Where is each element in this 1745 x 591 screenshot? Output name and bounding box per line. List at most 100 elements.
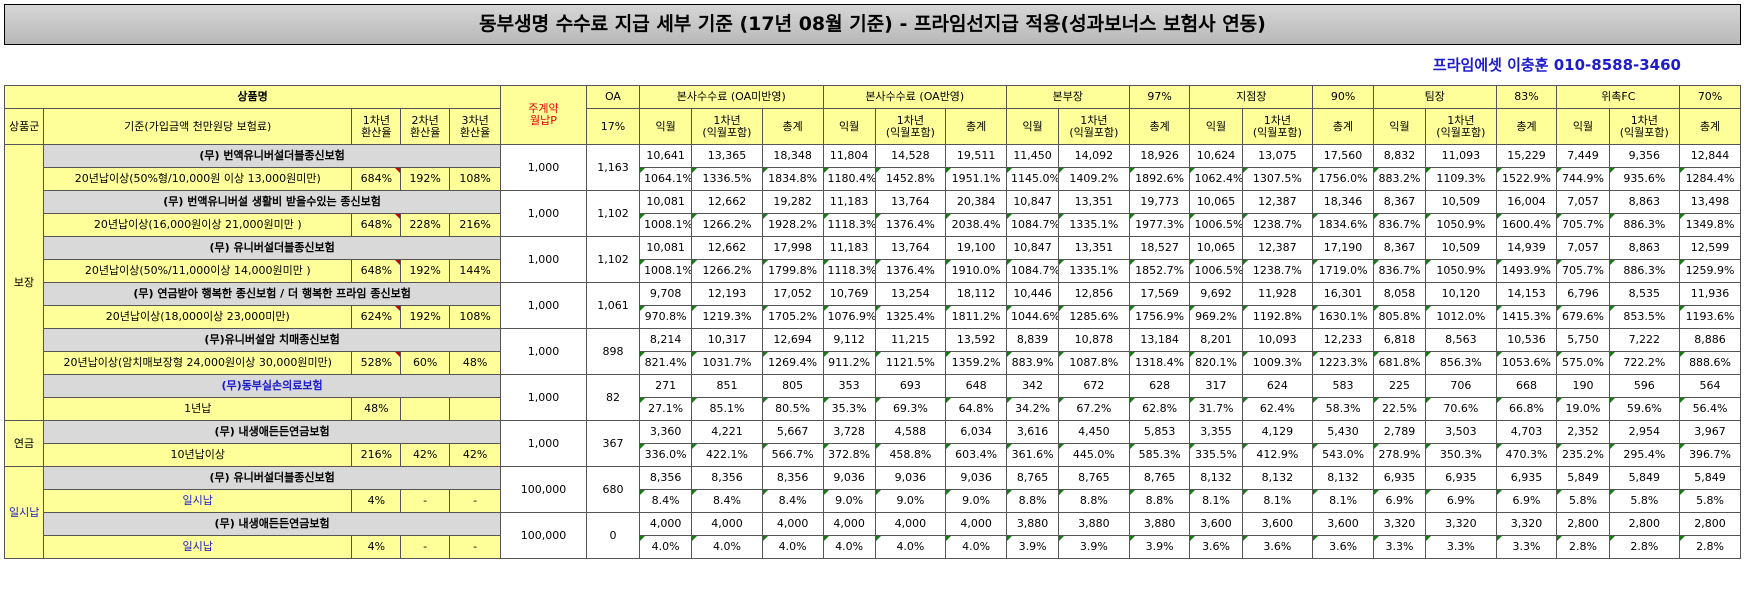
- amount-cell: 3,600: [1241, 512, 1314, 536]
- amount-cell: 596: [1608, 374, 1681, 398]
- year1-rate: 4%: [351, 489, 402, 513]
- rate-cell: 1193.6%: [1679, 305, 1741, 329]
- amount-cell: 14,528: [874, 144, 947, 168]
- rate-cell: 1008.1%: [639, 259, 693, 283]
- product-name: (무) 내생애든든연금보험: [43, 420, 502, 444]
- basis-text: 20년납이상(50%/11,000이상 14,000원미만 ): [43, 259, 353, 283]
- monthly-premium: 1,000: [500, 282, 587, 329]
- amount-cell: 10,120: [1425, 282, 1497, 306]
- amount-cell: 8,535: [1608, 282, 1681, 306]
- amount-cell: 10,878: [1058, 328, 1130, 352]
- rate-cell: 1756.0%: [1312, 167, 1374, 191]
- monthly-premium: 1,000: [500, 144, 587, 191]
- rate-cell: 1050.9%: [1425, 259, 1497, 283]
- oa-value: 367: [585, 420, 641, 467]
- amount-cell: 3,880: [1128, 512, 1191, 536]
- amount-cell: 8,214: [639, 328, 693, 352]
- amount-cell: 342: [1006, 374, 1060, 398]
- rate-cell: 1219.3%: [691, 305, 763, 329]
- amount-cell: 6,935: [1495, 466, 1558, 490]
- amount-cell: 672: [1058, 374, 1130, 398]
- rate-cell: 1415.3%: [1495, 305, 1558, 329]
- rate-cell: 1223.3%: [1312, 351, 1374, 375]
- amount-cell: 8,367: [1372, 190, 1427, 214]
- amount-cell: 10,536: [1495, 328, 1558, 352]
- amount-cell: 353: [822, 374, 876, 398]
- rate-cell: 1284.4%: [1679, 167, 1741, 191]
- rate-cell: 70.6%: [1425, 397, 1497, 421]
- amount-cell: 8,356: [639, 466, 693, 490]
- table-row: 20년납이상(16,000원이상 21,000원미만 ) 648% 228% 216%…: [5, 213, 1741, 237]
- header-sub-1-0: 익월: [822, 108, 876, 145]
- table-row: 일시납 4% - -8.4% 8.4% 8.4% 9.0% 9.0% 9.0% 8.8% 8.8% 8…: [5, 489, 1741, 513]
- amount-cell: 12,856: [1058, 282, 1130, 306]
- rate-cell: 3.9%: [1006, 535, 1060, 559]
- amount-cell: 17,560: [1312, 144, 1374, 168]
- page-title: 동부생명 수수료 지급 세부 기준 (17년 08월 기준) - 프라임선지급 …: [4, 4, 1741, 45]
- header-year2: 2차년 환산율: [400, 108, 451, 145]
- rate-cell: 350.3%: [1425, 443, 1497, 467]
- rate-cell: 445.0%: [1058, 443, 1130, 467]
- year3-rate: 144%: [449, 259, 502, 283]
- table-row: 1년납 48% 27.1% 85.1% 80.5% 35.3% 69.3% 64.8% 34.2…: [5, 397, 1741, 421]
- rate-cell: 805.8%: [1372, 305, 1427, 329]
- rate-cell: 1349.8%: [1679, 213, 1741, 237]
- amount-cell: 14,153: [1495, 282, 1558, 306]
- amount-cell: 7,222: [1608, 328, 1681, 352]
- amount-cell: 3,880: [1058, 512, 1130, 536]
- year3-rate: [449, 397, 502, 421]
- rate-cell: 470.3%: [1495, 443, 1558, 467]
- rate-cell: 6.9%: [1425, 489, 1497, 513]
- amount-cell: 805: [761, 374, 824, 398]
- rate-cell: 744.9%: [1556, 167, 1610, 191]
- rate-cell: 883.9%: [1006, 351, 1060, 375]
- rate-cell: 911.2%: [822, 351, 876, 375]
- rate-cell: 1307.5%: [1241, 167, 1314, 191]
- rate-cell: 4.0%: [691, 535, 763, 559]
- amount-cell: 225: [1372, 374, 1427, 398]
- rate-cell: 69.3%: [874, 397, 947, 421]
- rate-cell: 278.9%: [1372, 443, 1427, 467]
- rate-cell: 3.3%: [1372, 535, 1427, 559]
- header-group-2: 본부장: [1006, 85, 1130, 109]
- rate-cell: 1180.4%: [822, 167, 876, 191]
- year2-rate: 192%: [400, 167, 451, 191]
- amount-cell: 6,818: [1372, 328, 1427, 352]
- amount-cell: 12,599: [1679, 236, 1741, 260]
- amount-cell: 3,320: [1495, 512, 1558, 536]
- amount-cell: 9,036: [945, 466, 1008, 490]
- rate-cell: 1087.8%: [1058, 351, 1130, 375]
- amount-cell: 18,112: [945, 282, 1008, 306]
- product-name: (무)유니버설암 치매종신보험: [43, 328, 502, 352]
- rate-cell: 1452.8%: [874, 167, 947, 191]
- amount-cell: 3,967: [1679, 420, 1741, 444]
- table-row: (무)동부실손의료보험 1,000 82 271 851 805 353 693 648 342 6…: [5, 374, 1741, 421]
- basis-text: 일시납: [43, 489, 353, 513]
- header-oa: OA: [585, 85, 641, 109]
- basis-text: 20년납이상(암치매보장형 24,000원이상 30,000원미만): [43, 351, 353, 375]
- amount-cell: 13,498: [1679, 190, 1741, 214]
- amount-cell: 13,764: [874, 236, 947, 260]
- rate-cell: 8.1%: [1312, 489, 1374, 513]
- amount-cell: 4,703: [1495, 420, 1558, 444]
- amount-cell: 10,509: [1425, 190, 1497, 214]
- rate-cell: 1493.9%: [1495, 259, 1558, 283]
- year2-rate: 60%: [400, 351, 451, 375]
- amount-cell: 6,935: [1425, 466, 1497, 490]
- monthly-premium: 1,000: [500, 190, 587, 237]
- product-name: (무) 번액유니버설더블종신보험: [43, 144, 502, 168]
- amount-cell: 8,132: [1312, 466, 1374, 490]
- amount-cell: 3,600: [1189, 512, 1243, 536]
- year2-rate: 228%: [400, 213, 451, 237]
- amount-cell: 12,662: [691, 236, 763, 260]
- rate-cell: 1269.4%: [761, 351, 824, 375]
- header-sub-4-1: 1차년 (익월포함): [1425, 108, 1497, 145]
- rate-cell: 9.0%: [822, 489, 876, 513]
- rate-cell: 336.0%: [639, 443, 693, 467]
- amount-cell: 13,075: [1241, 144, 1314, 168]
- amount-cell: 8,132: [1189, 466, 1243, 490]
- rate-cell: 85.1%: [691, 397, 763, 421]
- rate-cell: 2038.4%: [945, 213, 1008, 237]
- rate-cell: 1910.0%: [945, 259, 1008, 283]
